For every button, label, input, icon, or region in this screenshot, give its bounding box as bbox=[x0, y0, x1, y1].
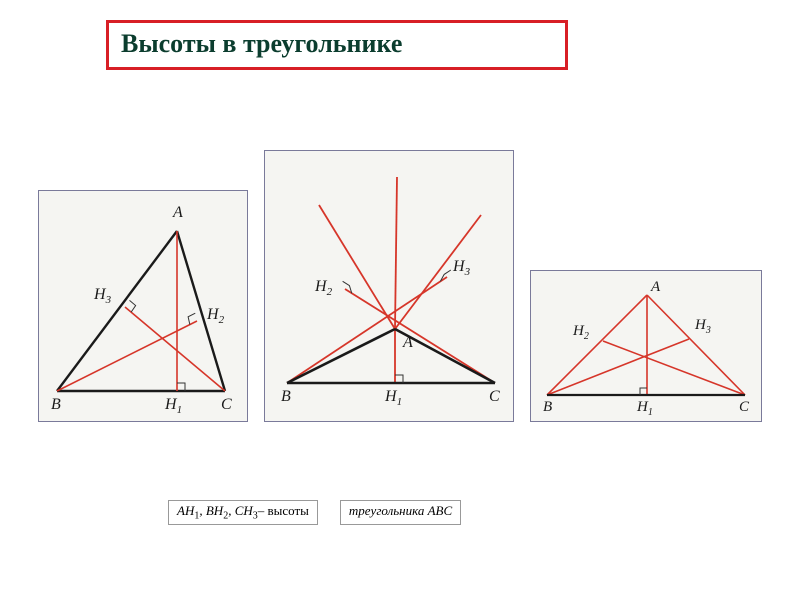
triangle-abc-label: треугольника ABC bbox=[340, 500, 461, 525]
diagram-acute-triangle: A B C H1 H2 H3 bbox=[38, 190, 248, 422]
svg-text:H2: H2 bbox=[206, 306, 225, 326]
title-text: Высоты в треугольнике bbox=[121, 29, 402, 58]
svg-text:H1: H1 bbox=[164, 396, 182, 416]
svg-text:B: B bbox=[51, 396, 61, 413]
diagram-obtuse-triangle: A B C H1 H2 H3 bbox=[264, 150, 514, 422]
svg-text:A: A bbox=[650, 279, 661, 295]
svg-text:H1: H1 bbox=[636, 399, 653, 418]
svg-text:A: A bbox=[402, 334, 413, 351]
svg-text:B: B bbox=[543, 399, 552, 415]
bottom-labels: AH1, BH2, CH3– высоты треугольника ABC bbox=[168, 500, 461, 525]
altitudes-notation-label: AH1, BH2, CH3– высоты bbox=[168, 500, 318, 525]
svg-text:C: C bbox=[489, 388, 500, 405]
svg-text:A: A bbox=[172, 204, 183, 221]
page-title: Высоты в треугольнике bbox=[106, 20, 568, 70]
diagram-2-svg: A B C H1 H2 H3 bbox=[265, 151, 513, 421]
diagram-right-triangle: A B C H1 H2 H3 bbox=[530, 270, 762, 422]
diagram-3-svg: A B C H1 H2 H3 bbox=[531, 271, 761, 421]
svg-text:C: C bbox=[221, 396, 232, 413]
diagrams-row: A B C H1 H2 H3 A B C H1 H2 H3 A B C H1 H2 H3 bbox=[38, 150, 762, 422]
svg-text:H2: H2 bbox=[314, 278, 333, 298]
svg-text:H2: H2 bbox=[572, 323, 589, 342]
svg-text:B: B bbox=[281, 388, 291, 405]
svg-text:H3: H3 bbox=[694, 317, 711, 336]
diagram-1-svg: A B C H1 H2 H3 bbox=[39, 191, 247, 421]
svg-text:H3: H3 bbox=[93, 286, 112, 306]
svg-text:C: C bbox=[739, 399, 750, 415]
svg-text:H3: H3 bbox=[452, 258, 471, 278]
svg-text:H1: H1 bbox=[384, 388, 402, 408]
